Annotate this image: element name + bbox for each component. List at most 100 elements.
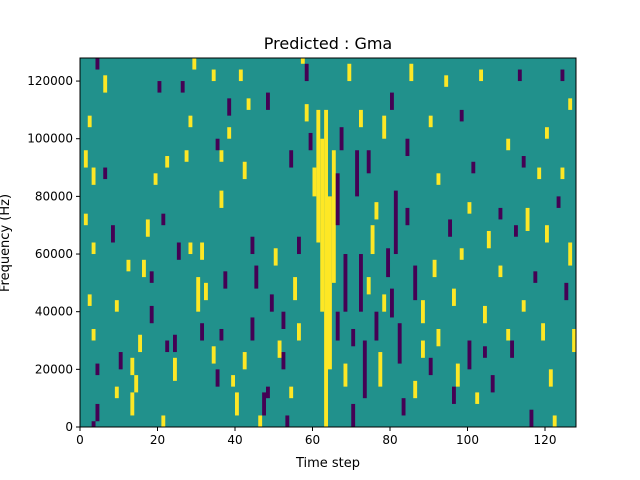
- heatmap-cell: [254, 265, 259, 289]
- heatmap-cell: [297, 323, 301, 341]
- heatmap-cell: [204, 282, 208, 301]
- heatmap-cell: [180, 81, 185, 93]
- heatmap-cell: [351, 328, 356, 347]
- heatmap-cell: [366, 150, 371, 174]
- heatmap-cell: [382, 294, 387, 312]
- heatmap-cell: [486, 230, 491, 249]
- chart-title: Predicted : Gma: [264, 34, 392, 53]
- heatmap-cell: [95, 363, 100, 376]
- heatmap-cell: [475, 392, 480, 404]
- heatmap-cell: [285, 415, 290, 427]
- heatmap-cell: [219, 150, 224, 162]
- heatmap-cell: [390, 288, 394, 318]
- heatmap-cell: [281, 352, 286, 370]
- heatmap-cell: [521, 156, 526, 168]
- heatmap-cell: [142, 259, 146, 278]
- heatmap-cell: [300, 58, 305, 64]
- heatmap-cell: [498, 265, 503, 278]
- heatmap-cell: [219, 190, 224, 208]
- heatmap-cell: [568, 242, 573, 266]
- heatmap-cell: [238, 69, 243, 82]
- heatmap-cell: [316, 109, 321, 243]
- y-axis: 0 20000 40000 60000 80000 100000 120000: [27, 74, 80, 434]
- heatmap-cell: [134, 375, 139, 393]
- heatmap-cell: [436, 328, 441, 347]
- heatmap-cell: [219, 328, 224, 341]
- heatmap-cell: [130, 392, 135, 416]
- y-tick-label: 40000: [35, 305, 73, 319]
- heatmap-cell: [297, 236, 301, 255]
- heatmap-cell: [266, 386, 270, 399]
- heatmap-cell: [246, 98, 251, 110]
- heatmap-cell: [161, 213, 166, 226]
- heatmap-cell: [548, 369, 553, 387]
- heatmap-cell: [401, 398, 406, 416]
- heatmap-cell: [432, 259, 437, 278]
- heatmap-cell: [382, 115, 387, 139]
- x-tick-label: 100: [456, 433, 479, 447]
- heatmap-cell: [467, 340, 472, 370]
- heatmap-cell: [250, 236, 255, 255]
- heatmap-cell: [138, 334, 143, 353]
- heatmap-cell: [483, 305, 487, 324]
- heatmap-cell: [436, 173, 441, 185]
- heatmap-cell: [459, 248, 464, 260]
- heatmap-cell: [362, 340, 367, 399]
- heatmap-cell: [95, 403, 100, 422]
- y-axis-label: Frequency (Hz): [0, 194, 13, 292]
- heatmap-cell: [196, 277, 201, 312]
- x-tick-label: 20: [150, 433, 165, 447]
- heatmap-cell: [506, 328, 511, 341]
- heatmap-cell: [386, 248, 391, 278]
- heatmap-cell: [459, 109, 464, 122]
- heatmap-cell: [374, 202, 379, 220]
- heatmap-cell: [409, 63, 414, 82]
- heatmap-cell: [118, 352, 123, 370]
- heatmap-cell: [126, 259, 131, 272]
- heatmap-cell: [83, 150, 88, 168]
- heatmap-cell: [537, 167, 542, 180]
- heatmap-cell: [413, 265, 418, 301]
- heatmap-cell: [173, 334, 177, 353]
- heatmap-cell: [405, 207, 410, 226]
- heatmap-cell: [378, 352, 383, 387]
- heatmap-cell: [87, 294, 92, 306]
- heatmap-cell: [498, 207, 503, 220]
- heatmap-cell: [331, 150, 336, 283]
- plot-area: [79, 57, 577, 428]
- heatmap-cell: [231, 375, 236, 387]
- heatmap-cell: [258, 415, 263, 427]
- heatmap-cell: [114, 300, 119, 312]
- heatmap-cell: [483, 346, 487, 358]
- heatmap-cell: [428, 357, 433, 376]
- heatmap-cell: [304, 104, 309, 122]
- heatmap-cell: [111, 225, 115, 243]
- heatmap-cell: [471, 161, 476, 174]
- heatmap-cell: [572, 328, 577, 353]
- heatmap-cell: [347, 63, 352, 82]
- heatmap-cell: [393, 190, 398, 255]
- x-tick-label: 120: [534, 433, 557, 447]
- heatmap-cell: [467, 202, 472, 214]
- heatmap-cell: [149, 305, 154, 324]
- heatmap-cell: [545, 127, 549, 139]
- heatmap-cell: [273, 248, 278, 266]
- heatmap-cell: [390, 92, 394, 110]
- heatmap-cell: [510, 340, 515, 358]
- heatmap-cell: [215, 369, 220, 387]
- y-tick-label: 60000: [35, 247, 73, 261]
- heatmap-cell: [343, 254, 348, 312]
- heatmap-cell: [479, 69, 484, 82]
- heatmap-cell: [277, 340, 282, 358]
- heatmap-cell: [215, 138, 220, 151]
- heatmap-cell: [521, 300, 526, 312]
- heatmap-cell: [335, 173, 340, 226]
- heatmap-cell: [149, 271, 154, 283]
- heatmap-cell: [568, 98, 573, 110]
- heatmap-cell: [192, 58, 197, 70]
- heatmap-cell: [87, 115, 92, 128]
- y-tick-label: 120000: [27, 74, 73, 88]
- heatmap-cell: [405, 138, 410, 157]
- heatmap-cell: [448, 219, 453, 237]
